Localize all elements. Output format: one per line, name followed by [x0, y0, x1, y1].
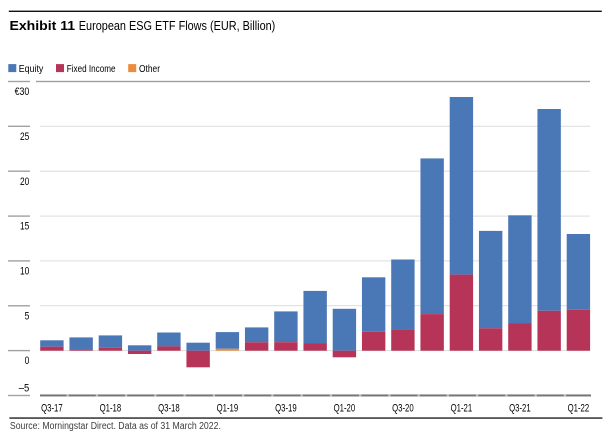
svg-text:€30: €30: [15, 86, 30, 98]
svg-text:Q1-22: Q1-22: [568, 402, 590, 414]
svg-text:20: 20: [20, 176, 29, 188]
svg-text:Q1-19: Q1-19: [217, 402, 239, 414]
svg-text:0: 0: [25, 355, 30, 367]
svg-text:Q3-18: Q3-18: [158, 402, 180, 414]
svg-text:10: 10: [20, 266, 29, 278]
svg-text:15: 15: [20, 221, 29, 233]
svg-text:Other: Other: [139, 64, 161, 75]
svg-text:Q3-20: Q3-20: [392, 402, 414, 414]
svg-text:Q3-17: Q3-17: [41, 402, 63, 414]
svg-text:Equity: Equity: [19, 64, 44, 75]
svg-text:25: 25: [20, 131, 29, 143]
svg-text:Q3-21: Q3-21: [509, 402, 531, 414]
svg-text:–5: –5: [19, 383, 30, 395]
svg-text:Exhibit 11: Exhibit 11: [10, 18, 76, 33]
svg-text:Fixed Income: Fixed Income: [67, 64, 116, 75]
svg-text:5: 5: [25, 310, 30, 322]
svg-text:Q1-20: Q1-20: [334, 402, 356, 414]
svg-text:Q3-19: Q3-19: [275, 402, 297, 414]
svg-text:Q1-18: Q1-18: [100, 402, 122, 414]
svg-text:European ESG ETF Flows (EUR, B: European ESG ETF Flows (EUR, Billion): [79, 18, 275, 33]
svg-text:Q1-21: Q1-21: [451, 402, 473, 414]
svg-text:Source: Morningstar Direct. Da: Source: Morningstar Direct. Data as of 3…: [10, 421, 221, 432]
